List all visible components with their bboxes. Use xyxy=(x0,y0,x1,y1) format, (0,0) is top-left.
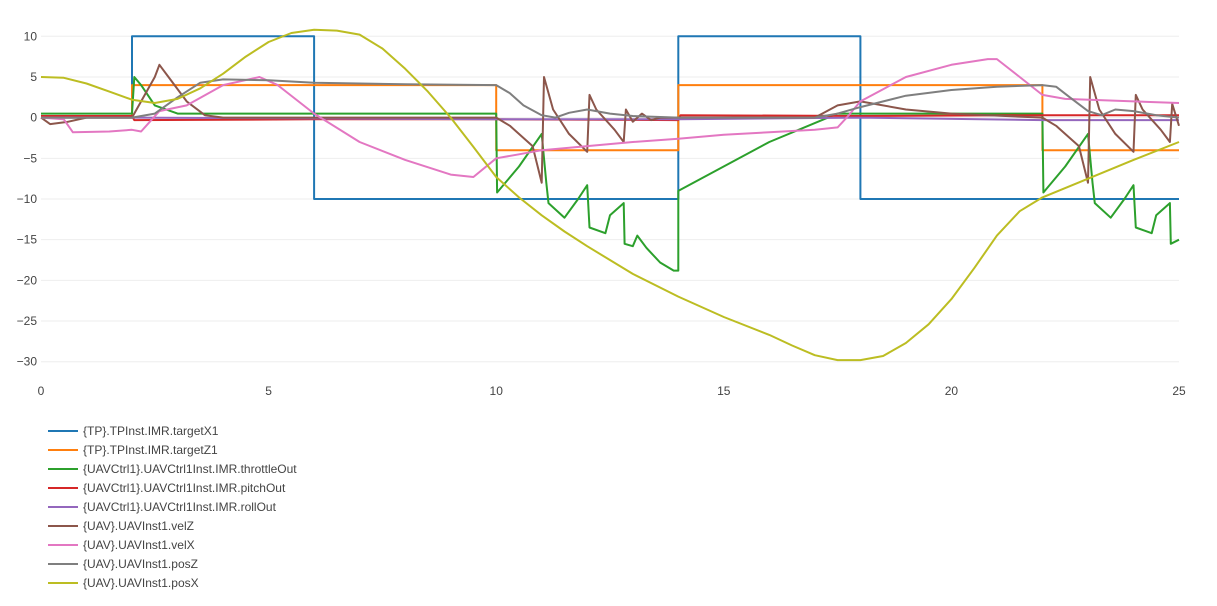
legend-item[interactable]: {UAV}.UAVInst1.posZ xyxy=(48,557,198,571)
legend-item[interactable]: {TP}.TPInst.IMR.targetX1 xyxy=(48,424,219,438)
series-lines xyxy=(40,28,1180,362)
y-tick-label: −10 xyxy=(17,192,38,206)
legend-item[interactable]: {TP}.TPInst.IMR.targetZ1 xyxy=(48,443,218,457)
series-line-5 xyxy=(40,63,1180,184)
legend-label: {UAV}.UAVInst1.velZ xyxy=(83,519,194,533)
legend-label: {UAV}.UAVInst1.posZ xyxy=(83,557,198,571)
y-tick-label: −5 xyxy=(23,151,37,165)
y-tick-label: −20 xyxy=(17,273,38,287)
series-line-2 xyxy=(41,76,1180,272)
legend-label: {UAVCtrl1}.UAVCtrl1Inst.IMR.rollOut xyxy=(83,500,277,514)
x-tick-label: 0 xyxy=(38,384,45,398)
x-tick-label: 25 xyxy=(1172,384,1186,398)
legend-label: {TP}.TPInst.IMR.targetZ1 xyxy=(83,443,218,457)
legend-label: {UAV}.UAVInst1.posX xyxy=(83,576,199,590)
y-tick-label: 5 xyxy=(30,70,37,84)
axis-tick-labels: 10 5 0 −5 −10 −15 −20 −25 −30 0 5 10 15 20 25 xyxy=(17,29,1186,398)
y-tick-label: 0 xyxy=(30,111,37,125)
legend-item[interactable]: {UAV}.UAVInst1.velZ xyxy=(48,519,194,533)
x-tick-label: 5 xyxy=(265,384,272,398)
legend-label: {UAVCtrl1}.UAVCtrl1Inst.IMR.pitchOut xyxy=(83,481,286,495)
legend-item[interactable]: {UAV}.UAVInst1.velX xyxy=(48,538,195,552)
legend-label: {UAV}.UAVInst1.velX xyxy=(83,538,195,552)
x-tick-label: 20 xyxy=(945,384,959,398)
legend-item[interactable]: {UAV}.UAVInst1.posX xyxy=(48,576,199,590)
y-tick-label: −15 xyxy=(17,233,38,247)
legend-item[interactable]: {UAVCtrl1}.UAVCtrl1Inst.IMR.pitchOut xyxy=(48,481,286,495)
y-tick-label: −30 xyxy=(17,355,38,369)
x-tick-label: 10 xyxy=(490,384,504,398)
y-tick-label: 10 xyxy=(24,29,38,43)
x-tick-label: 15 xyxy=(717,384,731,398)
legend-item[interactable]: {UAVCtrl1}.UAVCtrl1Inst.IMR.rollOut xyxy=(48,500,277,514)
series-line-7 xyxy=(41,78,1180,119)
series-line-8 xyxy=(40,28,1180,362)
legend-label: {UAVCtrl1}.UAVCtrl1Inst.IMR.throttleOut xyxy=(83,462,297,476)
y-tick-label: −25 xyxy=(17,314,38,328)
legend[interactable]: {TP}.TPInst.IMR.targetX1 {TP}.TPInst.IMR.… xyxy=(48,424,297,590)
legend-item[interactable]: {UAVCtrl1}.UAVCtrl1Inst.IMR.throttleOut xyxy=(48,462,297,476)
legend-label: {TP}.TPInst.IMR.targetX1 xyxy=(83,424,219,438)
